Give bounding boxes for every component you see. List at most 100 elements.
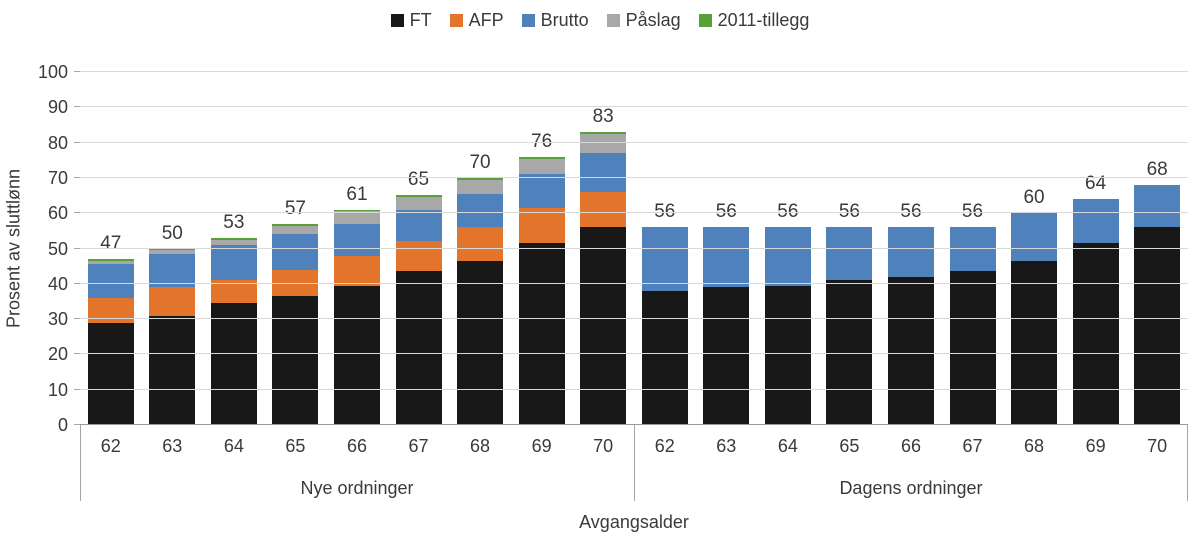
bar-segment-brutto: [887, 227, 934, 277]
bar-segment-ft: [764, 285, 811, 425]
bar-slot: 56: [949, 202, 996, 425]
bar-groups: 47 50 53 57 61 65 70 76 83 56 56 56 56 56 56 60 64 68: [80, 72, 1188, 425]
bar-slot: 68: [1134, 160, 1181, 425]
group-separator-left: [80, 425, 81, 501]
bar-segment-ft: [457, 260, 504, 425]
bar: [210, 237, 257, 425]
bar-slot: 61: [333, 185, 380, 425]
bar-total-label: 64: [1085, 173, 1107, 195]
bar: [764, 227, 811, 425]
y-tick-mark: [74, 388, 80, 390]
y-tick-label: 100: [37, 62, 68, 82]
bar-total-label: 47: [100, 233, 122, 255]
legend-swatch-afp: [449, 14, 463, 27]
legend-swatch-p-slag: [606, 14, 620, 27]
legend-item-2011-tillegg: 2011-tillegg: [698, 10, 809, 31]
bar-segment-afp: [580, 192, 627, 228]
bar-segment-ft: [826, 280, 873, 425]
bar-slot: 83: [580, 107, 627, 425]
y-tick-label: 10: [47, 379, 68, 400]
legend: FT AFP Brutto Påslag 2011-tillegg: [0, 10, 1200, 31]
x-tick-label: 70: [593, 436, 614, 456]
bar-segment-ft: [1072, 243, 1119, 425]
bar-total-label: 65: [407, 169, 430, 191]
bar-segment-2011-tillegg: [149, 248, 196, 251]
gridline: [80, 282, 1188, 284]
y-tick-label: 70: [47, 167, 68, 188]
x-axis-line: [80, 424, 1188, 425]
gridline: [80, 176, 1188, 178]
x-tick-label: 68: [1024, 436, 1045, 456]
x-tick-label: 62: [654, 436, 675, 456]
x-tick-group: 62 63 64 65 66 67 68 69 70: [80, 436, 634, 457]
bar-segment-brutto: [641, 227, 688, 291]
bar-total-label: 61: [346, 183, 368, 205]
x-axis-tick-labels: 62 63 64 65 66 67 68 69 70 62 63 64 65 66 67 68 69 70: [80, 436, 1188, 457]
gridline: [80, 388, 1188, 390]
y-tick-mark: [74, 282, 80, 284]
bar-slot: 60: [1011, 188, 1058, 425]
bar: [641, 227, 688, 425]
bar-segment-ft: [395, 271, 442, 425]
bar-slot: 65: [395, 170, 442, 425]
bar-segment-p-slag: [333, 211, 380, 224]
bar-segment-p-slag: [518, 158, 565, 175]
bar-segment-ft: [272, 296, 319, 425]
bar-segment-ft: [580, 227, 627, 425]
y-tick-mark: [74, 247, 80, 249]
bar-segment-2011-tillegg: [518, 156, 565, 159]
bar-segment-p-slag: [87, 260, 134, 265]
bar-segment-p-slag: [580, 133, 627, 154]
bar-slot: 57: [272, 199, 319, 425]
bar-segment-2011-tillegg: [395, 195, 442, 198]
bar-total-label: 56: [654, 201, 676, 223]
bar: [395, 195, 442, 425]
x-tick-group: 62 63 64 65 66 67 68 69 70: [634, 436, 1188, 457]
bar-segment-ft: [949, 271, 996, 425]
plot-area: 47 50 53 57 61 65 70 76 83 56 56 56 56 56 56 60 64 68: [74, 71, 1188, 425]
bar-total-label: 76: [531, 130, 553, 152]
group-label: Nye ordninger: [300, 478, 414, 498]
y-tick-label: 90: [47, 97, 68, 118]
y-tick-mark: [74, 212, 80, 214]
x-tick-label: 66: [900, 436, 921, 456]
bar-segment-p-slag: [210, 239, 257, 246]
bar-slot: 56: [887, 202, 934, 425]
bar-segment-afp: [518, 207, 565, 244]
bar-segment-brutto: [1011, 213, 1058, 261]
bar-total-label: 56: [838, 201, 860, 223]
group-labels: Nye ordninger Dagens ordninger: [80, 478, 1188, 499]
y-tick-label: 20: [47, 344, 68, 365]
legend-swatch-2011-tillegg: [698, 14, 712, 27]
bar-segment-2011-tillegg: [272, 223, 319, 226]
bar-segment-brutto: [272, 234, 319, 270]
legend-label: FT: [409, 10, 432, 30]
bar-group: 47 50 53 57 61 65 70 76 83: [80, 107, 634, 425]
bar-segment-p-slag: [272, 225, 319, 235]
bar-segment-brutto: [580, 153, 627, 193]
y-tick-mark: [74, 176, 80, 178]
bar-segment-afp: [457, 227, 504, 261]
legend-item-p-slag: Påslag: [606, 10, 681, 31]
bar-slot: 56: [764, 202, 811, 425]
gridline: [80, 106, 1188, 108]
bar-total-label: 83: [592, 106, 614, 128]
y-tick-mark: [74, 106, 80, 108]
bar-segment-afp: [149, 287, 196, 316]
bar-total-label: 57: [284, 197, 306, 219]
legend-swatch-ft: [390, 14, 404, 27]
bar-slot: 47: [87, 234, 134, 425]
x-tick-label: 67: [408, 436, 429, 456]
bar-segment-2011-tillegg: [87, 259, 134, 261]
x-tick-label: 65: [285, 436, 306, 456]
bar: [580, 132, 627, 425]
y-tick-label: 40: [47, 273, 68, 294]
y-tick-label: 0: [57, 415, 68, 435]
gridline: [80, 353, 1188, 355]
y-axis-tick-labels: 0 10 20 30 40 50 60 70 80 90 100: [28, 63, 72, 434]
bar-slot: 56: [703, 202, 750, 425]
bar-segment-afp: [395, 241, 442, 272]
bar-segment-brutto: [457, 193, 504, 228]
bar-group: 56 56 56 56 56 56 60 64 68: [634, 160, 1188, 425]
bar-total-label: 60: [1023, 187, 1045, 209]
